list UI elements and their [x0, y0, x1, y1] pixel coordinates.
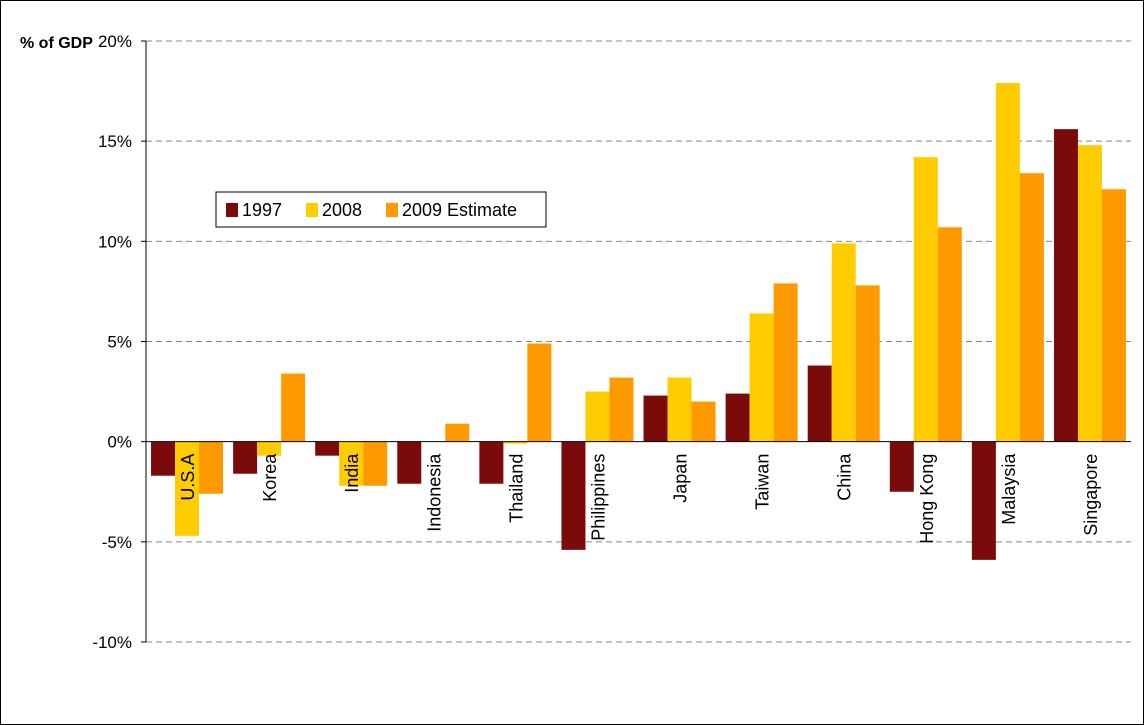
bar-1997-philippines — [561, 441, 586, 550]
bar-2009-estimate-china — [855, 285, 880, 442]
legend-swatch-2009-estimate — [386, 203, 398, 217]
bar-1997-taiwan — [725, 393, 750, 442]
bar-2008-japan — [667, 377, 692, 442]
legend-swatch-1997 — [226, 203, 238, 217]
bar-2009-estimate-indonesia — [445, 423, 470, 442]
category-label: Hong Kong — [917, 454, 937, 544]
legend-label: 2009 Estimate — [402, 200, 517, 220]
bar-2009-estimate-thailand — [527, 343, 552, 442]
y-tick-label: 20% — [98, 32, 132, 51]
legend-label: 1997 — [242, 200, 282, 220]
bar-1997-india — [315, 441, 340, 456]
bar-2008-philippines — [585, 391, 610, 442]
bar-1997-hong-kong — [889, 441, 914, 492]
legend: 1997 2008 2009 Estimate — [215, 191, 547, 228]
bar-2008-taiwan — [749, 313, 774, 442]
bar-1997-indonesia — [397, 441, 422, 484]
category-label: Korea — [260, 453, 280, 502]
y-tick-label: -10% — [92, 633, 132, 652]
legend-swatch-2008 — [306, 203, 318, 217]
bar-2009-estimate-korea — [281, 373, 306, 442]
bar-1997-malaysia — [971, 441, 996, 560]
legend-box — [215, 191, 547, 228]
gridlines — [141, 40, 1131, 643]
category-label: U.S.A — [178, 454, 198, 501]
legend-label: 2008 — [322, 200, 362, 220]
category-label: Indonesia — [424, 453, 444, 532]
bar-2008-malaysia — [995, 83, 1020, 442]
bar-2008-india — [339, 441, 364, 486]
bar-2009-estimate-philippines — [609, 377, 634, 442]
y-tick-label: 10% — [98, 232, 132, 251]
category-label: Thailand — [506, 454, 526, 523]
bars — [151, 83, 1126, 560]
category-label: Taiwan — [753, 454, 773, 510]
category-label: Singapore — [1081, 454, 1101, 536]
units-label: % of GDP — [20, 35, 93, 52]
bar-1997-u-s-a — [151, 441, 176, 476]
y-tick-label: -5% — [102, 533, 132, 552]
bar-2008-singapore — [1077, 145, 1102, 442]
bar-1997-korea — [233, 441, 258, 474]
y-tick-labels: 20% 15% 10% 5% 0% -5% -10% — [92, 32, 132, 652]
category-label: Malaysia — [999, 453, 1019, 525]
bar-2008-korea — [257, 441, 282, 456]
bar-2009-estimate-hong-kong — [937, 227, 962, 442]
bar-2009-estimate-india — [363, 441, 388, 486]
category-label: India — [342, 453, 362, 493]
y-tick-label: 0% — [107, 433, 132, 452]
axes — [145, 41, 1131, 642]
bar-1997-china — [807, 365, 832, 442]
y-tick-label: 5% — [107, 333, 132, 352]
bar-2009-estimate-japan — [691, 401, 716, 442]
category-labels: U.S.A Korea India Indonesia Thailand Philippi… — [178, 453, 1101, 544]
y-tick-label: 15% — [98, 132, 132, 151]
bar-2008-u-s-a — [175, 441, 200, 536]
bar-1997-singapore — [1053, 129, 1078, 442]
bar-2008-thailand — [503, 441, 528, 444]
category-label: Philippines — [588, 454, 608, 541]
bar-2009-estimate-u-s-a — [199, 441, 224, 494]
category-label: Japan — [671, 454, 691, 503]
bar-1997-thailand — [479, 441, 504, 484]
bar-2008-hong-kong — [913, 157, 938, 442]
bar-2009-estimate-malaysia — [1019, 173, 1044, 442]
category-label: China — [835, 453, 855, 501]
bar-2009-estimate-taiwan — [773, 283, 798, 442]
bar-1997-japan — [643, 395, 668, 442]
bar-2008-china — [831, 243, 856, 442]
bar-2009-estimate-singapore — [1101, 189, 1126, 442]
